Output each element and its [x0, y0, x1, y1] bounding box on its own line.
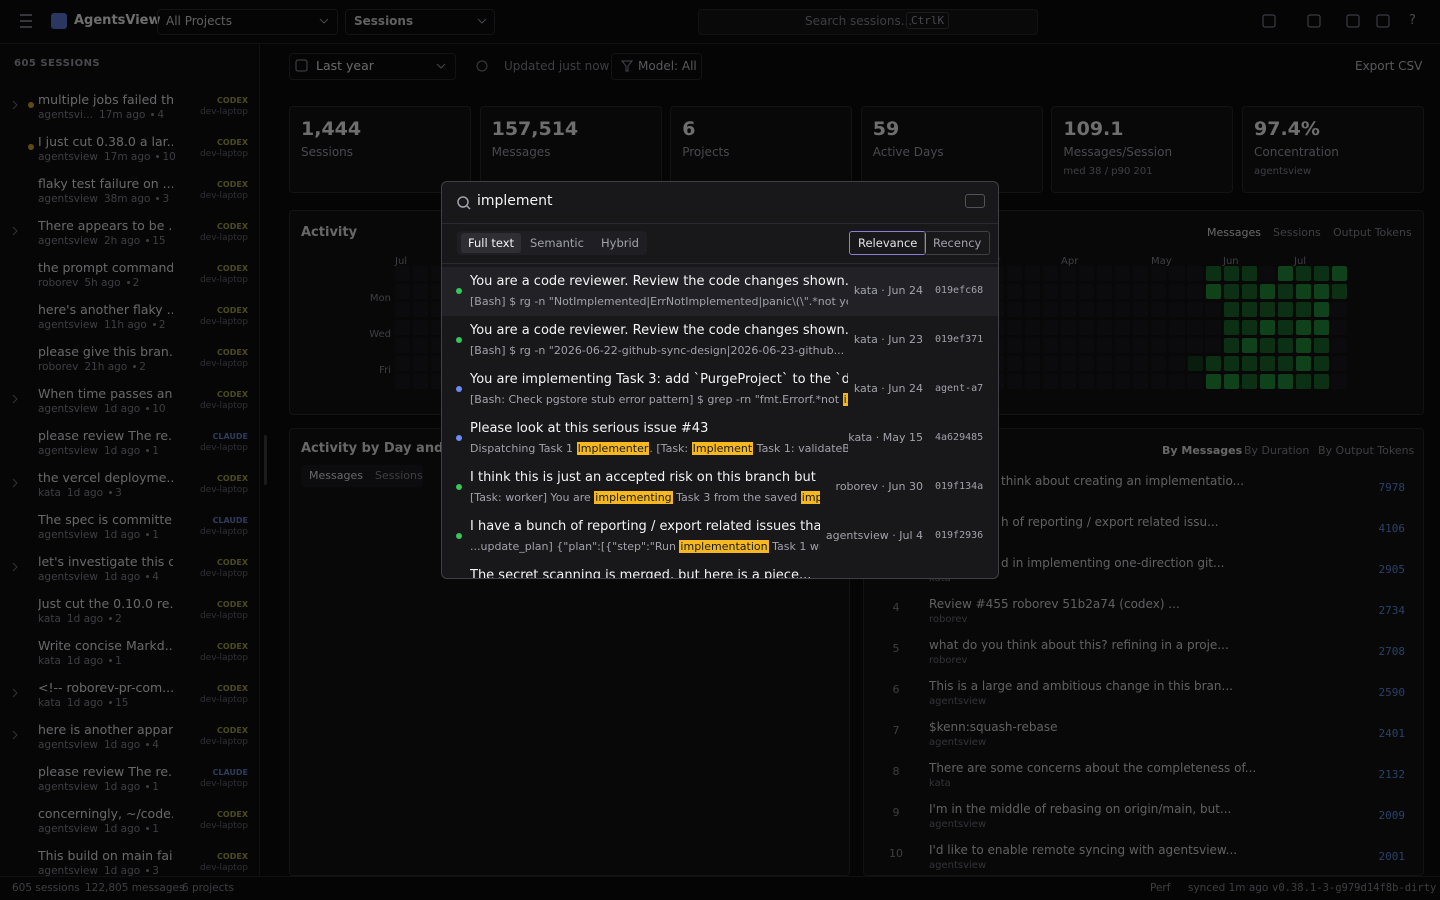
highlight: imple...: [800, 491, 820, 504]
result-id: 019f2936: [935, 530, 984, 541]
sort-button[interactable]: Recency: [924, 231, 991, 255]
highlight: Implementer: [576, 442, 650, 455]
highlight: i...: [842, 393, 848, 406]
lens: [457, 196, 469, 208]
highlight: implementation: [679, 540, 769, 553]
result-meta: kata · Jun 24: [853, 382, 923, 395]
result-id: agent-a7: [935, 383, 984, 394]
search-icon: [457, 196, 471, 210]
kind-dot: [456, 435, 462, 441]
result-meta: kata · May 15: [848, 431, 923, 444]
mode-tab[interactable]: Semantic: [530, 236, 584, 250]
result-id: 019ef371: [935, 334, 984, 345]
result-snippet: [Bash: Check pgstore stub error pattern]…: [470, 393, 848, 406]
search-result[interactable]: I have a bunch of reporting / export rel…: [442, 512, 998, 561]
search-result[interactable]: The secret scanning is merged, but here …: [442, 561, 998, 579]
result-snippet: [Bash] $ rg -n "NotImplemented|ErrNotImp…: [470, 295, 848, 308]
kind-dot: [456, 337, 462, 343]
divider: [442, 263, 998, 264]
search-result[interactable]: I think this is just an accepted risk on…: [442, 463, 998, 512]
result-id: 019f134a: [935, 481, 984, 492]
result-snippet: [Bash] $ rg -n "2026-06-22-github-sync-d…: [470, 344, 848, 357]
result-title: The secret scanning is merged, but here …: [470, 568, 812, 579]
snippet-text: . [Task:: [649, 442, 692, 455]
result-snippet: [Task: worker] You are implementing Task…: [470, 491, 820, 504]
kind-dot: [456, 533, 462, 539]
search-input[interactable]: implement: [477, 193, 553, 209]
mode-tab[interactable]: Hybrid: [601, 236, 639, 250]
kind-dot: [456, 484, 462, 490]
snippet-text: Task 1 wit...: [772, 540, 820, 553]
highlight: Implement: [691, 442, 754, 455]
snippet-text: [Bash: Check pgstore stub error pattern]…: [470, 393, 843, 406]
search-modal: implement Full text Semantic Hybrid Relevanc…: [441, 181, 999, 579]
search-result[interactable]: Please look at this serious issue #43 Dis…: [442, 414, 998, 463]
result-meta: kata · Jun 23: [853, 333, 923, 346]
result-snippet: ...update_plan] {"plan":[{"step":"Run im…: [470, 540, 820, 553]
result-title: I think this is just an accepted risk on…: [470, 470, 820, 485]
mode-tab[interactable]: Full text: [461, 233, 522, 253]
search-result[interactable]: You are implementing Task 3: add `PurgeP…: [442, 365, 998, 414]
search-result[interactable]: You are a code reviewer. Review the code…: [442, 316, 998, 365]
snippet-text: [Task: worker] You are: [470, 491, 595, 504]
result-meta: kata · Jun 24: [853, 284, 923, 297]
result-id: 019efc68: [935, 285, 984, 296]
sort-button[interactable]: Relevance: [849, 231, 927, 255]
result-id: 4a629485: [935, 432, 984, 443]
handle: [466, 205, 471, 210]
search-result[interactable]: You are a code reviewer. Review the code…: [442, 267, 998, 316]
result-title: Please look at this serious issue #43: [470, 421, 709, 436]
result-meta: agentsview · Jul 4: [825, 529, 923, 542]
snippet-text: Task 1: validateBef...: [756, 442, 848, 455]
result-snippet: Dispatching Task 1 Implementer. [Task: I…: [470, 442, 848, 455]
snippet-text: Dispatching Task 1: [470, 442, 577, 455]
highlight: implementing: [594, 491, 673, 504]
result-title: You are a code reviewer. Review the code…: [470, 323, 848, 338]
result-title: You are implementing Task 3: add `PurgeP…: [470, 372, 848, 387]
result-meta: roborev · Jun 30: [835, 480, 923, 493]
result-title: You are a code reviewer. Review the code…: [470, 274, 848, 289]
snippet-text: [Bash] $ rg -n "2026-06-22-github-sync-d…: [470, 344, 845, 357]
result-title: I have a bunch of reporting / export rel…: [470, 519, 820, 534]
esc-key: [965, 194, 985, 208]
snippet-text: Task 3 from the saved: [672, 491, 801, 504]
kind-dot: [456, 386, 462, 392]
kind-dot: [456, 288, 462, 294]
snippet-text: ...update_plan] {"plan":[{"step":"Run: [470, 540, 680, 553]
divider: [442, 223, 998, 224]
snippet-text: [Bash] $ rg -n "NotImplemented|ErrNotImp…: [470, 295, 848, 308]
